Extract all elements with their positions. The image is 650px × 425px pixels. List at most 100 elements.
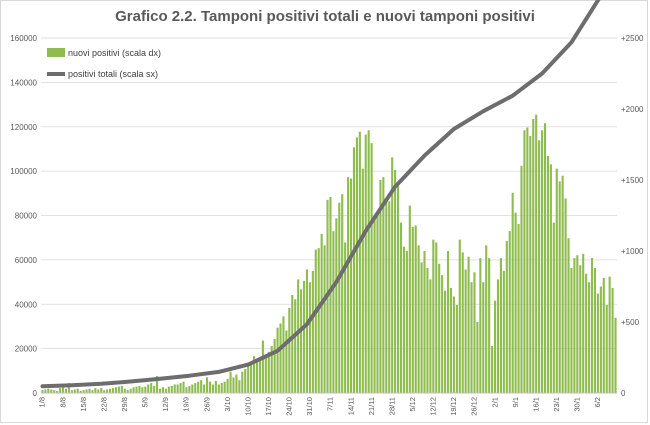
bar <box>493 300 497 393</box>
bar <box>332 231 335 393</box>
y-left-tick-label: 100000 <box>10 167 37 176</box>
bar <box>338 202 341 393</box>
bar <box>132 387 135 393</box>
bar <box>135 386 138 393</box>
bar <box>570 268 573 393</box>
bar <box>432 239 435 393</box>
bar <box>538 140 541 393</box>
bar <box>170 385 173 393</box>
bar <box>223 381 226 393</box>
bar <box>97 389 100 393</box>
bar <box>496 279 500 393</box>
x-tick-label: 19/9 <box>182 397 191 412</box>
bar <box>541 130 544 394</box>
bar <box>535 114 538 394</box>
bar <box>408 205 411 393</box>
bar <box>455 304 458 393</box>
x-tick-label: 31/10 <box>305 397 314 416</box>
bar <box>226 378 229 393</box>
bar <box>294 299 297 393</box>
bar <box>123 388 126 393</box>
bar <box>120 385 123 393</box>
bar <box>229 371 232 393</box>
bar <box>285 330 288 393</box>
bar <box>70 390 73 393</box>
bar <box>103 390 106 393</box>
bar <box>394 170 397 393</box>
bar <box>205 377 209 393</box>
y-right-tick-label: +1500 <box>621 176 644 185</box>
bar <box>558 181 561 393</box>
bar <box>67 383 70 393</box>
bar <box>479 258 482 393</box>
bar <box>561 175 564 393</box>
bar <box>567 238 570 393</box>
bar <box>355 137 358 393</box>
bar <box>188 385 191 393</box>
y-right-tick-label: +1000 <box>621 247 644 256</box>
y-left-tick-label: 60000 <box>15 256 38 265</box>
bar <box>376 214 379 393</box>
bar <box>549 164 552 393</box>
bar <box>253 356 256 393</box>
legend-swatch-bars <box>47 48 65 57</box>
x-tick-label: 24/10 <box>285 397 294 416</box>
bar <box>302 280 306 393</box>
bar <box>611 287 614 393</box>
x-tick-label: 5/9 <box>141 397 150 407</box>
bar <box>41 390 44 393</box>
bar <box>461 252 464 393</box>
y-left-tick-label: 20000 <box>15 345 38 354</box>
x-tick-label: 5/12 <box>408 397 417 412</box>
bar <box>317 248 320 393</box>
x-tick-label: 2/1 <box>490 397 499 407</box>
x-tick-label: 12/9 <box>161 397 170 412</box>
bar <box>344 242 347 393</box>
line-series-positivi-totali <box>40 0 601 389</box>
bar <box>441 275 444 393</box>
bar <box>276 327 279 393</box>
bar <box>482 282 485 393</box>
y-right-tick-label: 0 <box>621 389 626 398</box>
bar <box>573 258 576 393</box>
bar <box>279 323 282 393</box>
bar <box>258 360 261 393</box>
x-tick-label: 28/11 <box>387 397 396 415</box>
x-tick-label: 1/8 <box>38 397 47 407</box>
x-tick-label: 15/8 <box>79 397 88 412</box>
bar <box>526 127 529 394</box>
bar <box>320 233 323 393</box>
bar <box>314 249 317 393</box>
bar <box>593 268 597 393</box>
bar <box>602 277 605 393</box>
bar <box>605 304 608 393</box>
bar <box>161 387 165 393</box>
bar <box>164 388 167 393</box>
bar <box>91 390 94 393</box>
bar <box>420 262 423 393</box>
bar <box>608 276 611 393</box>
bar <box>423 251 426 393</box>
bar <box>173 384 176 393</box>
x-tick-label: 16/1 <box>531 397 540 412</box>
bar <box>399 222 403 393</box>
bar <box>414 225 417 393</box>
x-tick-label: 7/11 <box>326 397 335 411</box>
bar <box>76 388 79 393</box>
bar <box>511 192 514 393</box>
bar <box>300 289 303 393</box>
bar <box>232 377 235 393</box>
bar <box>111 388 115 393</box>
bar <box>323 245 326 393</box>
legend-label: positivi totali (scala sx) <box>68 69 158 79</box>
bar <box>438 263 441 393</box>
x-tick-label: 6/2 <box>593 397 602 407</box>
bar <box>543 123 547 393</box>
bar <box>217 384 220 393</box>
bar <box>144 386 147 393</box>
bar <box>464 269 467 393</box>
bar <box>264 356 267 393</box>
bar <box>585 273 588 393</box>
y-left-tick-label: 80000 <box>15 212 38 221</box>
